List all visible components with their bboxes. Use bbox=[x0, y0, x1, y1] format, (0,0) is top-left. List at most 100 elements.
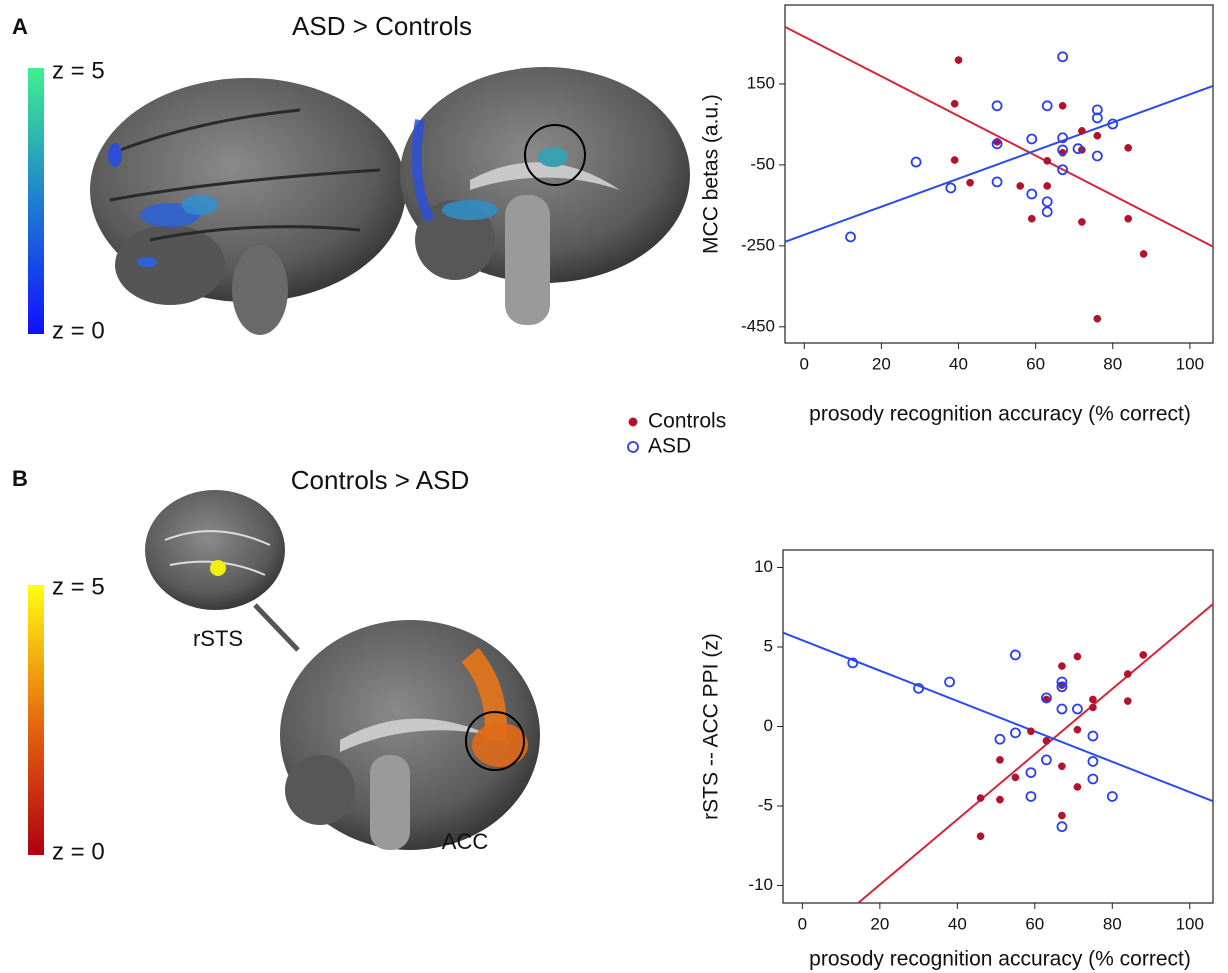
legend-marker bbox=[628, 442, 638, 452]
point bbox=[1043, 737, 1050, 744]
point bbox=[1043, 207, 1052, 216]
panel-label: A bbox=[12, 14, 28, 39]
point bbox=[966, 179, 973, 186]
point bbox=[1027, 728, 1034, 735]
point bbox=[946, 183, 955, 192]
page: A ASD > Controls B Controls > ASD z = 5 … bbox=[0, 0, 1228, 973]
point bbox=[1108, 792, 1117, 801]
point bbox=[1094, 315, 1101, 322]
brain-image: rSTS bbox=[145, 490, 298, 651]
annotation: rSTS bbox=[193, 626, 243, 651]
y-tick-label: -5 bbox=[758, 795, 773, 814]
y-tick-label: 10 bbox=[754, 557, 773, 576]
point bbox=[993, 177, 1002, 186]
point bbox=[1026, 768, 1035, 777]
point bbox=[1124, 670, 1131, 677]
point bbox=[1074, 726, 1081, 733]
legend-label: Controls bbox=[648, 410, 726, 433]
panel-title: ASD > Controls bbox=[292, 11, 472, 41]
y-tick-label: 0 bbox=[764, 716, 773, 735]
point bbox=[945, 677, 954, 686]
point bbox=[977, 794, 984, 801]
point bbox=[1093, 151, 1102, 160]
point bbox=[1094, 132, 1101, 139]
x-tick-label: 40 bbox=[949, 354, 968, 373]
y-tick-label: -10 bbox=[748, 875, 773, 894]
point bbox=[1026, 792, 1035, 801]
point bbox=[1088, 732, 1097, 741]
colorbar-label: z = 0 bbox=[52, 838, 105, 865]
point bbox=[1078, 218, 1085, 225]
brain-image bbox=[90, 78, 406, 335]
point bbox=[955, 56, 962, 63]
point bbox=[1028, 215, 1035, 222]
y-tick-label: -50 bbox=[750, 154, 775, 173]
point bbox=[912, 158, 921, 167]
point bbox=[1059, 102, 1066, 109]
point bbox=[1027, 190, 1036, 199]
point bbox=[1058, 763, 1065, 770]
point bbox=[1058, 52, 1067, 61]
point bbox=[951, 100, 958, 107]
x-tick-label: 20 bbox=[870, 914, 889, 933]
point bbox=[1088, 774, 1097, 783]
point bbox=[1058, 812, 1065, 819]
point bbox=[1011, 728, 1020, 737]
point bbox=[1011, 650, 1020, 659]
point bbox=[1124, 697, 1131, 704]
y-axis-label: MCC betas (a.u.) bbox=[700, 94, 723, 254]
plot-frame bbox=[785, 5, 1213, 343]
x-tick-label: 60 bbox=[1025, 914, 1044, 933]
point bbox=[1057, 822, 1066, 831]
figure: A ASD > Controls B Controls > ASD z = 5 … bbox=[0, 0, 1228, 973]
x-axis-label: prosody recognition accuracy (% correct) bbox=[809, 948, 1191, 971]
y-tick-label: -250 bbox=[741, 235, 775, 254]
point bbox=[846, 232, 855, 241]
legend-marker bbox=[629, 418, 637, 426]
point bbox=[1043, 197, 1052, 206]
colorbar-label: z = 5 bbox=[52, 573, 105, 600]
y-axis-label: rSTS -- ACC PPI (z) bbox=[700, 633, 723, 820]
y-tick-label: 5 bbox=[764, 636, 773, 655]
point bbox=[1125, 144, 1132, 151]
point bbox=[951, 156, 958, 163]
point bbox=[1057, 705, 1066, 714]
point bbox=[1043, 101, 1052, 110]
x-axis-label: prosody recognition accuracy (% correct) bbox=[809, 403, 1191, 426]
point bbox=[1042, 755, 1051, 764]
point bbox=[993, 101, 1002, 110]
point bbox=[1074, 783, 1081, 790]
x-tick-label: 80 bbox=[1103, 914, 1122, 933]
x-tick-label: 100 bbox=[1176, 914, 1204, 933]
y-tick-label: -450 bbox=[741, 316, 775, 335]
colorbar-label: z = 0 bbox=[52, 317, 105, 344]
point bbox=[996, 796, 1003, 803]
plot-frame bbox=[783, 550, 1213, 903]
x-tick-label: 20 bbox=[872, 354, 891, 373]
point bbox=[1078, 127, 1085, 134]
point bbox=[995, 735, 1004, 744]
colorbar-label: z = 5 bbox=[52, 57, 105, 84]
panel-label: B bbox=[12, 466, 28, 491]
point bbox=[1044, 157, 1051, 164]
point bbox=[1140, 250, 1147, 257]
point bbox=[996, 756, 1003, 763]
point bbox=[977, 833, 984, 840]
point bbox=[1058, 662, 1065, 669]
panel-title: Controls > ASD bbox=[291, 465, 469, 495]
point bbox=[1089, 696, 1096, 703]
point bbox=[1012, 774, 1019, 781]
point bbox=[1044, 182, 1051, 189]
x-tick-label: 0 bbox=[800, 354, 809, 373]
point bbox=[1089, 704, 1096, 711]
x-tick-label: 0 bbox=[798, 914, 807, 933]
fit-line bbox=[785, 27, 1213, 247]
annotation: ACC bbox=[442, 829, 489, 854]
point bbox=[1074, 653, 1081, 660]
fit-line bbox=[858, 604, 1213, 903]
point bbox=[1017, 182, 1024, 189]
brain-image bbox=[400, 67, 690, 325]
colorbar bbox=[28, 585, 44, 855]
x-tick-label: 40 bbox=[948, 914, 967, 933]
legend-label: ASD bbox=[648, 435, 691, 458]
